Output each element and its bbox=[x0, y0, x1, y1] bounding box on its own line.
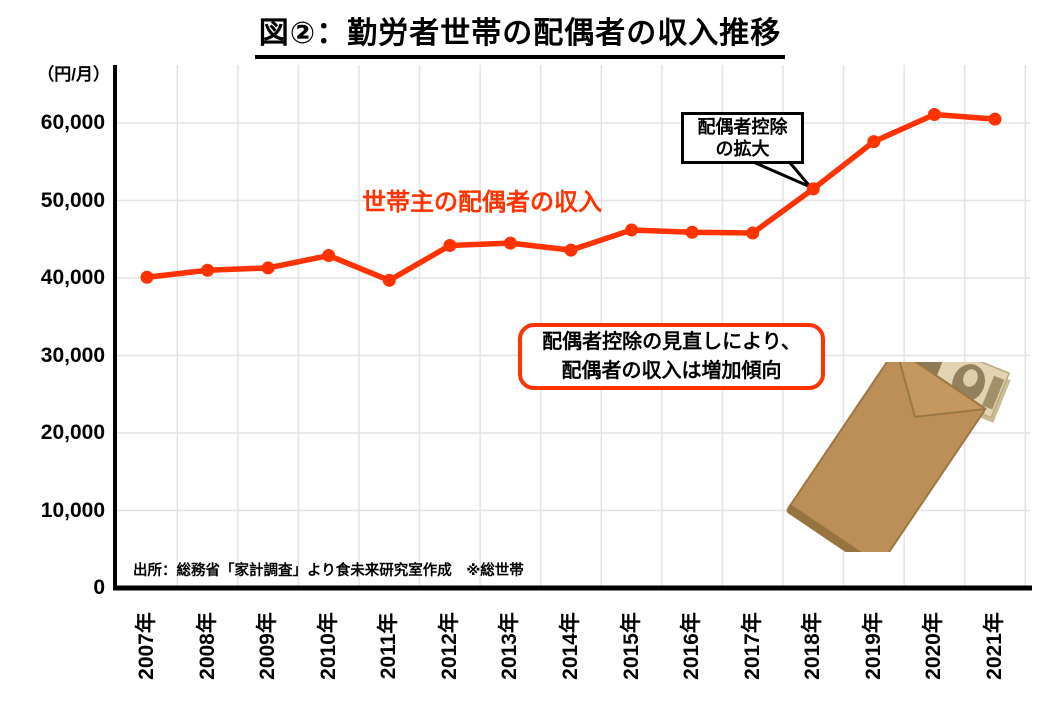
note-line-2: 配偶者の収入は増加傾向 bbox=[561, 359, 782, 382]
y-tick-label: 20,000 bbox=[40, 421, 105, 444]
data-point-2010年 bbox=[322, 249, 336, 263]
data-point-2021年 bbox=[988, 112, 1002, 126]
money-envelope-illustration bbox=[786, 362, 1011, 552]
x-tick-label: 2020年 bbox=[922, 612, 946, 680]
chart-title-text: 図②：勤労者世帯の配偶者の収入推移 bbox=[254, 8, 786, 59]
data-point-2018年 bbox=[806, 182, 820, 196]
x-tick-label: 2019年 bbox=[861, 612, 885, 680]
data-point-2020年 bbox=[927, 107, 941, 121]
x-tick-label: 2018年 bbox=[801, 612, 825, 680]
callout-line-1: 配偶者控除 bbox=[697, 116, 788, 137]
x-tick-label: 2021年 bbox=[982, 612, 1006, 680]
y-tick-label: 10,000 bbox=[40, 498, 105, 522]
data-point-2019年 bbox=[867, 135, 881, 149]
x-tick-label: 2015年 bbox=[619, 612, 643, 680]
note-box: 配偶者控除の見直しにより、 配偶者の収入は増加傾向 bbox=[518, 323, 825, 390]
source-note: 出所：総務省「家計調査」より食未来研究室作成 ※総世帯 bbox=[133, 563, 524, 579]
envelope-shadow bbox=[787, 505, 880, 552]
data-point-2017年 bbox=[746, 226, 760, 240]
y-tick-label: 30,000 bbox=[40, 343, 105, 367]
callout-spousal-deduction: 配偶者控除 の拡大 bbox=[681, 112, 804, 164]
y-tick-label: 60,000 bbox=[40, 111, 105, 134]
x-tick-label: 2008年 bbox=[195, 612, 219, 680]
data-point-2008年 bbox=[201, 263, 215, 277]
y-tick-label: 0 bbox=[93, 576, 105, 599]
x-tick-label: 2011年 bbox=[377, 612, 401, 680]
data-point-2016年 bbox=[685, 225, 699, 239]
x-tick-label: 2012年 bbox=[437, 612, 461, 680]
x-tick-label: 2014年 bbox=[558, 612, 582, 680]
y-tick-label: 40,000 bbox=[40, 266, 105, 289]
note-line-1: 配偶者控除の見直しにより、 bbox=[542, 330, 801, 353]
y-tick-label: 50,000 bbox=[40, 188, 105, 212]
data-point-2012年 bbox=[443, 238, 457, 252]
data-point-2014年 bbox=[564, 243, 578, 257]
y-axis-unit-label: （円/月） bbox=[37, 65, 110, 84]
x-tick-label: 2009年 bbox=[256, 612, 280, 680]
data-point-2011年 bbox=[382, 273, 396, 287]
page-title: 図②：勤労者世帯の配偶者の収入推移 bbox=[0, 8, 1040, 59]
data-point-2007年 bbox=[140, 270, 154, 284]
data-point-2009年 bbox=[261, 261, 275, 275]
x-tick-label: 2007年 bbox=[135, 612, 158, 680]
data-point-2013年 bbox=[503, 236, 517, 250]
x-tick-label: 2010年 bbox=[316, 612, 340, 680]
data-point-2015年 bbox=[625, 223, 639, 237]
x-tick-label: 2013年 bbox=[498, 612, 522, 680]
series-label: 世帯主の配偶者の収入 bbox=[362, 189, 602, 216]
x-tick-label: 2017年 bbox=[740, 612, 764, 680]
callout-line-2: の拡大 bbox=[715, 139, 770, 159]
x-tick-label: 2016年 bbox=[680, 612, 704, 680]
envelope-flap bbox=[895, 362, 987, 418]
